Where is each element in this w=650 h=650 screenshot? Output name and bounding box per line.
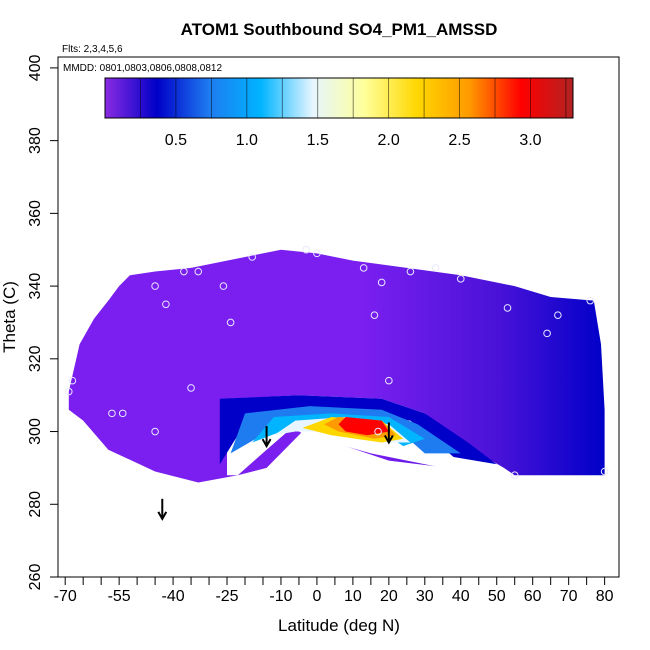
sample-point: [377, 278, 386, 287]
sample-point: [108, 409, 116, 418]
sample-point: [151, 427, 159, 436]
sample-point: [313, 249, 321, 258]
y-tick-label: 380: [27, 127, 44, 154]
sample-point: [543, 329, 551, 338]
colorbar-tick-label: 0.5: [165, 132, 187, 149]
colorbar-tick-label: 1.0: [236, 132, 258, 149]
y-tick-label: 400: [27, 54, 44, 81]
x-tick-label: 20: [380, 588, 398, 605]
chart-title: ATOM1 Southbound SO4_PM1_AMSSD: [181, 20, 498, 39]
colorbar-labels: 0.5 1.0 1.5 2.0 2.5 3.0: [165, 132, 542, 149]
dates-note: MMDD: 0801,0803,0806,0808,0812: [63, 63, 222, 74]
x-axis: -70 -55 -40 -25 -10 0 10 20 30 40 50 60 70 80: [54, 577, 614, 605]
x-tick-label: 0: [312, 588, 321, 605]
sample-point: [600, 467, 609, 476]
x-tick-label: 70: [560, 588, 578, 605]
flight-arrows: [157, 422, 394, 521]
sample-point: [194, 267, 203, 276]
x-tick-label: -10: [269, 588, 292, 605]
y-tick-label: 300: [27, 418, 44, 445]
sample-point: [456, 275, 465, 283]
sample-point: [118, 409, 127, 418]
colorbar: [104, 77, 574, 119]
sample-points: [64, 245, 609, 479]
x-axis-label: Latitude (deg N): [278, 616, 400, 635]
heatmap-field: [68, 249, 605, 483]
x-tick-label: -25: [215, 588, 238, 605]
x-tick-label: 60: [524, 588, 542, 605]
sample-point: [510, 471, 519, 479]
sample-point: [359, 264, 368, 272]
sample-point: [385, 376, 393, 385]
colorbar-tick-label: 2.0: [378, 132, 400, 149]
x-tick-label: 50: [488, 588, 506, 605]
y-tick-label: 340: [27, 273, 44, 300]
y-axis-label: Theta (C): [0, 281, 19, 353]
arrow-marker: [261, 426, 272, 449]
sample-point: [180, 267, 188, 276]
sample-point: [248, 253, 256, 261]
field-area: [68, 249, 605, 483]
y-tick-label: 360: [27, 200, 44, 227]
colorbar-tick-label: 2.5: [448, 132, 470, 149]
sample-point: [374, 427, 382, 436]
y-tick-label: 320: [27, 345, 44, 372]
sample-point: [187, 384, 195, 392]
plot-frame: [57, 56, 620, 578]
band-red: [338, 417, 389, 436]
y-tick-label: 280: [27, 491, 44, 518]
x-tick-label: -55: [108, 588, 131, 605]
arrow-marker: [383, 422, 394, 445]
x-tick-label: 30: [416, 588, 434, 605]
colorbar-tick-label: 3.0: [519, 132, 541, 149]
colorbar-gradient: [104, 77, 574, 119]
x-tick-label: -70: [54, 588, 77, 605]
sample-point: [554, 311, 562, 319]
sample-point: [406, 267, 415, 276]
x-tick-label: -40: [162, 588, 185, 605]
y-axis: 260 280 300 320 340 360 380 400: [27, 54, 58, 590]
sample-point: [431, 264, 440, 272]
sample-point: [162, 300, 170, 309]
y-tick-label: 260: [27, 564, 44, 591]
sample-point: [219, 282, 228, 290]
sample-point: [302, 245, 310, 254]
arrow-marker: [157, 498, 168, 521]
sample-point: [503, 304, 512, 312]
sample-point: [226, 318, 235, 327]
x-tick-label: 80: [596, 588, 614, 605]
colorbar-tick-label: 1.5: [307, 132, 329, 149]
sample-point: [370, 311, 379, 319]
sample-point: [151, 282, 159, 290]
x-tick-label: 40: [452, 588, 470, 605]
x-tick-label: 10: [344, 588, 362, 605]
sample-point: [586, 296, 595, 305]
flights-note: Flts: 2,3,4,5,6: [62, 44, 123, 55]
sample-point: [68, 376, 77, 385]
sample-point: [64, 387, 73, 396]
